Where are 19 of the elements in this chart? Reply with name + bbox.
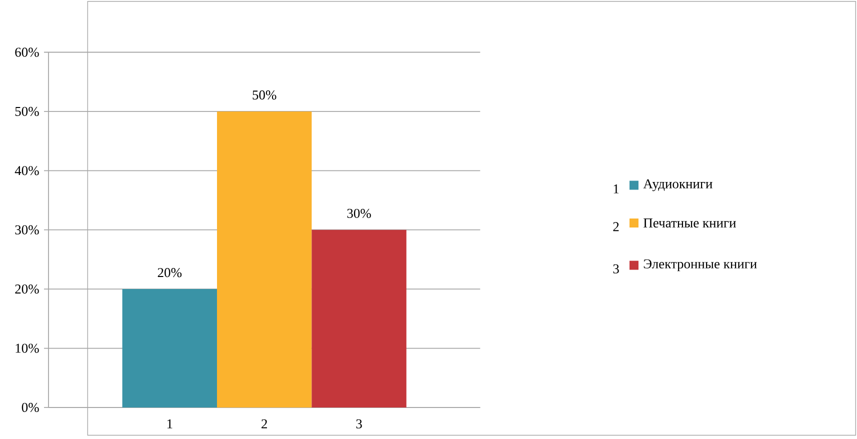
x-tick-label: 1	[167, 419, 172, 428]
category-label: 1	[614, 184, 619, 194]
x-tick-label: 3	[356, 419, 362, 428]
category-label: 3	[613, 264, 619, 274]
y-tick-label: 40%	[14, 166, 39, 176]
y-tick-label: 30%	[15, 225, 39, 235]
y-tick-label: 10%	[16, 344, 39, 353]
legend-label: Электронные книги	[644, 259, 757, 272]
data-label: 20%	[158, 268, 182, 278]
y-tick-label: 20%	[15, 284, 39, 294]
data-label: 50%	[252, 90, 276, 100]
y-tick-label: 0%	[22, 402, 39, 412]
legend-label: Печатные книги	[644, 218, 736, 228]
data-label: 30%	[347, 208, 371, 218]
legend-label: Аудиокниги	[643, 179, 712, 192]
category-label: 2	[613, 222, 619, 232]
y-tick-label: 60%	[15, 48, 39, 57]
y-tick-label: 50%	[15, 106, 39, 116]
x-tick-label: 2	[262, 419, 267, 428]
